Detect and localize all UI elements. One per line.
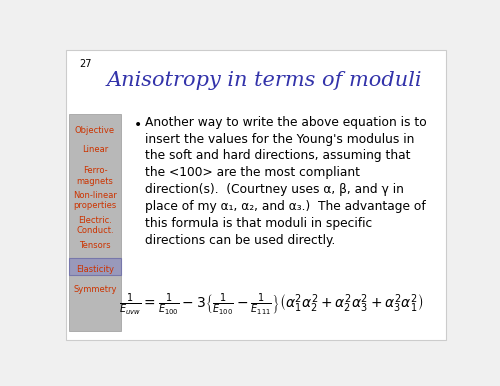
Text: Tensors: Tensors <box>79 241 111 250</box>
FancyBboxPatch shape <box>66 50 446 340</box>
Text: Anisotropy in terms of moduli: Anisotropy in terms of moduli <box>106 71 422 90</box>
Text: Objective: Objective <box>75 125 115 135</box>
Text: direction(s).  (Courtney uses α, β, and γ in: direction(s). (Courtney uses α, β, and γ… <box>144 183 404 196</box>
Text: Non-linear
properties: Non-linear properties <box>73 191 117 210</box>
Text: •: • <box>134 118 142 132</box>
Text: Symmetry: Symmetry <box>74 285 117 294</box>
Text: Elasticity: Elasticity <box>76 265 114 274</box>
Text: 27: 27 <box>80 59 92 69</box>
Text: Ferro-
magnets: Ferro- magnets <box>76 166 114 186</box>
Text: this formula is that moduli in specific: this formula is that moduli in specific <box>144 217 372 230</box>
Text: insert the values for the Young's modulus in: insert the values for the Young's modulu… <box>144 132 414 146</box>
FancyBboxPatch shape <box>68 114 122 331</box>
Text: Linear: Linear <box>82 145 108 154</box>
Text: $\frac{1}{E_{uvw}} = \frac{1}{E_{100}} - 3\left\{\frac{1}{E_{100}} - \frac{1}{E_: $\frac{1}{E_{uvw}} = \frac{1}{E_{100}} -… <box>120 292 424 318</box>
Text: Electric.
Conduct.: Electric. Conduct. <box>76 216 114 235</box>
FancyBboxPatch shape <box>68 258 122 275</box>
Text: the soft and hard directions, assuming that: the soft and hard directions, assuming t… <box>144 149 410 163</box>
Text: the <100> are the most compliant: the <100> are the most compliant <box>144 166 360 179</box>
Text: Another way to write the above equation is to: Another way to write the above equation … <box>144 116 426 129</box>
Text: directions can be used directly.: directions can be used directly. <box>144 234 335 247</box>
Text: place of my α₁, α₂, and α₃.)  The advantage of: place of my α₁, α₂, and α₃.) The advanta… <box>144 200 426 213</box>
